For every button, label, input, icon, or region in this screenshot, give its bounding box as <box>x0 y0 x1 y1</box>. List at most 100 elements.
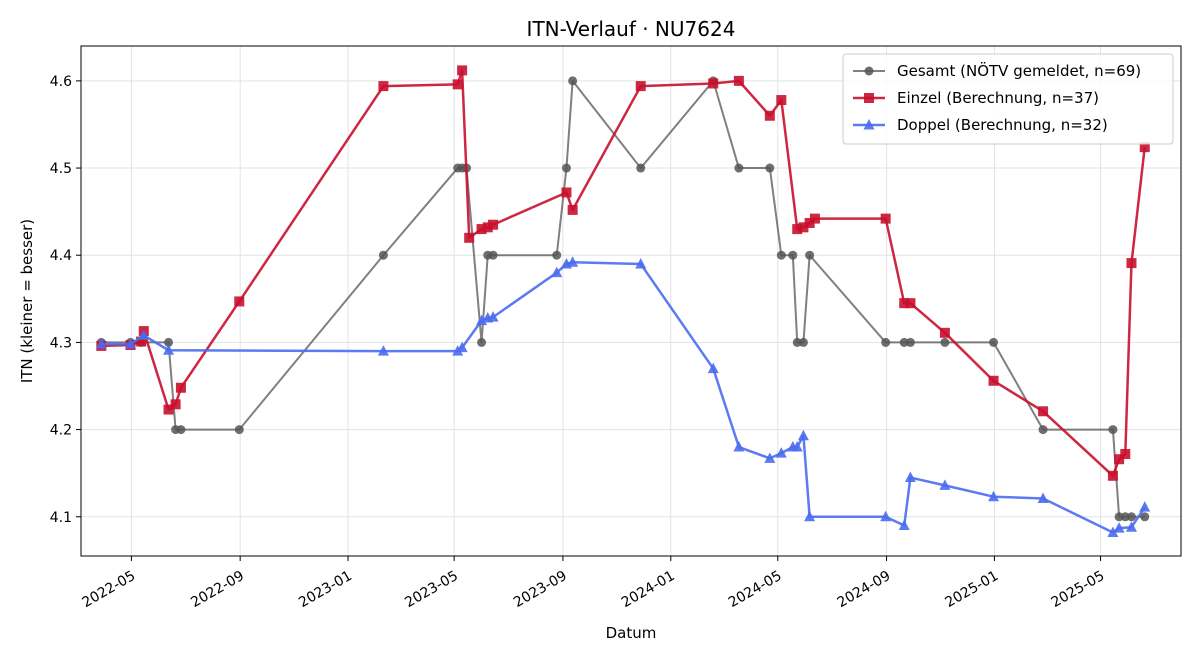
data-point-doppel <box>775 447 787 458</box>
data-point-gesamt <box>734 163 744 173</box>
x-tick-label: 2025-05 <box>1049 568 1108 611</box>
data-point-gesamt <box>1038 425 1048 435</box>
data-point-einzel <box>804 217 815 228</box>
y-axis-label: ITN (kleiner = besser) <box>18 219 36 383</box>
data-point-gesamt <box>989 337 999 347</box>
y-tick-label: 4.1 <box>50 510 72 526</box>
data-point-einzel <box>170 399 181 410</box>
legend-marker-einzel <box>864 93 874 103</box>
data-point-einzel <box>378 81 389 92</box>
data-point-gesamt <box>1120 512 1130 522</box>
data-point-doppel <box>456 341 468 353</box>
x-tick-label: 2023-01 <box>296 568 355 611</box>
data-point-gesamt <box>805 250 815 260</box>
legend-label-doppel: Doppel (Berechnung, n=32) <box>897 116 1108 134</box>
data-point-einzel <box>764 110 775 121</box>
x-axis-label: Datum <box>606 624 657 642</box>
data-point-einzel <box>988 375 999 386</box>
x-tick-label: 2024-05 <box>726 568 785 611</box>
data-point-gesamt <box>477 337 487 347</box>
data-point-einzel <box>457 65 468 76</box>
data-point-gesamt <box>561 163 571 173</box>
legend-label-gesamt: Gesamt (NÖTV gemeldet, n=69) <box>897 61 1141 80</box>
x-tick-label: 2022-05 <box>80 568 139 611</box>
y-tick-label: 4.2 <box>50 423 72 439</box>
data-point-doppel <box>1139 501 1151 512</box>
series-einzel <box>96 65 1150 481</box>
x-tick-label: 2022-09 <box>188 568 247 611</box>
data-point-doppel <box>163 344 175 355</box>
y-tick-label: 4.5 <box>50 161 72 177</box>
data-point-doppel <box>1113 522 1125 533</box>
x-tick-label: 2024-09 <box>835 568 894 611</box>
data-point-einzel <box>635 81 646 92</box>
legend-box <box>842 53 1174 145</box>
y-tick-label: 4.4 <box>50 248 72 264</box>
data-point-gesamt <box>776 250 786 260</box>
data-point-doppel <box>880 510 892 522</box>
data-point-einzel <box>1120 449 1131 459</box>
data-point-doppel <box>377 345 389 356</box>
legend: Gesamt (NÖTV gemeldet, n=69) Einzel (Bere… <box>842 53 1174 145</box>
data-point-gesamt <box>568 76 578 86</box>
data-point-einzel <box>163 404 174 415</box>
data-point-einzel <box>482 222 493 233</box>
data-point-doppel <box>797 429 809 441</box>
data-point-doppel <box>707 362 719 374</box>
data-point-gesamt <box>792 337 802 347</box>
data-point-doppel <box>939 479 951 490</box>
y-axis: 4.1 4.2 4.3 4.4 4.5 4.6 <box>50 74 81 526</box>
data-point-gesamt <box>881 337 891 347</box>
data-point-gesamt <box>176 425 186 435</box>
data-point-gesamt <box>636 163 646 173</box>
data-point-doppel <box>898 519 910 530</box>
plot-frame <box>80 45 1182 557</box>
data-point-einzel <box>175 382 186 393</box>
data-point-einzel <box>452 79 463 90</box>
series-line-gesamt <box>101 79 1145 518</box>
data-point-doppel <box>487 311 499 322</box>
data-point-doppel <box>1125 521 1137 532</box>
y-tick-label: 4.3 <box>50 335 72 351</box>
data-point-einzel <box>464 232 475 243</box>
x-tick-label: 2023-05 <box>402 568 461 611</box>
legend-marker-doppel <box>863 119 875 130</box>
data-point-doppel <box>733 441 745 452</box>
data-point-einzel <box>1114 454 1125 465</box>
data-point-einzel <box>234 296 245 307</box>
data-point-einzel <box>488 219 499 230</box>
data-point-gesamt <box>798 337 808 347</box>
x-tick-label: 2025-01 <box>943 568 1002 611</box>
data-point-einzel <box>798 222 809 233</box>
data-point-einzel <box>1038 406 1049 417</box>
data-point-einzel <box>880 213 891 224</box>
data-point-gesamt <box>905 337 915 347</box>
data-point-doppel <box>764 452 776 463</box>
data-point-einzel <box>809 213 820 224</box>
data-point-einzel <box>899 298 910 309</box>
data-point-gesamt <box>1140 512 1150 522</box>
data-point-einzel <box>567 204 578 215</box>
data-point-gesamt <box>765 163 775 173</box>
data-point-gesamt <box>788 250 798 260</box>
data-point-doppel <box>791 441 803 452</box>
data-point-gesamt <box>899 337 909 347</box>
data-point-gesamt <box>488 250 498 260</box>
data-point-doppel <box>1107 526 1119 537</box>
data-point-einzel <box>792 224 803 235</box>
data-point-doppel <box>551 266 563 278</box>
data-point-gesamt <box>1114 512 1124 522</box>
data-point-einzel <box>136 336 147 347</box>
data-point-gesamt <box>378 250 388 260</box>
data-point-doppel <box>138 329 150 340</box>
data-point-einzel <box>905 298 916 309</box>
data-point-gesamt <box>940 337 950 347</box>
data-point-gesamt <box>164 337 174 347</box>
x-tick-label: 2023-09 <box>511 568 570 611</box>
data-point-doppel <box>635 257 647 269</box>
data-point-doppel <box>804 510 816 522</box>
data-point-einzel <box>733 75 744 86</box>
data-point-gesamt <box>234 425 244 435</box>
data-point-einzel <box>776 95 787 106</box>
data-point-doppel <box>125 338 137 349</box>
